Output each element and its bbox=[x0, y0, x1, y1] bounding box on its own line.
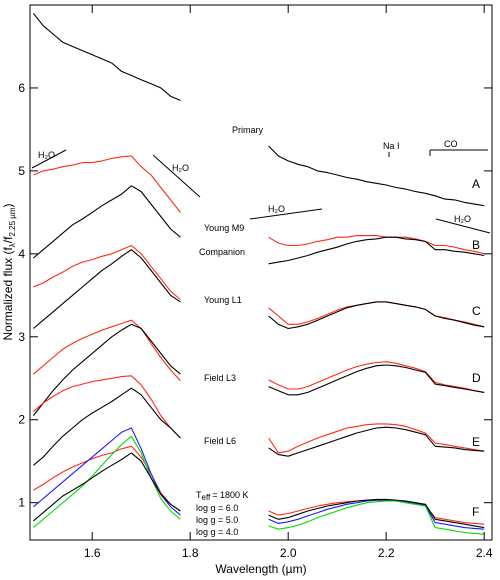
h2o-label: H₂O bbox=[268, 204, 285, 214]
series-label: Primary bbox=[232, 125, 263, 135]
teff-part: = 1800 K bbox=[212, 490, 248, 500]
y-tick-label: 2 bbox=[18, 413, 25, 427]
spectrum-line bbox=[32, 323, 485, 416]
feature-markers bbox=[31, 149, 491, 234]
series-label: Companion bbox=[199, 247, 245, 257]
h2o-label: H₂O bbox=[172, 163, 189, 173]
y-label-part: Normalized flux (f bbox=[1, 247, 15, 341]
panel-label: B bbox=[472, 238, 480, 252]
series-label: Field L3 bbox=[204, 373, 236, 383]
h2o-marker bbox=[249, 208, 323, 220]
spectrum-line bbox=[33, 185, 485, 265]
teff-part: eff bbox=[202, 493, 212, 502]
x-tick-label: 1.8 bbox=[182, 546, 199, 560]
y-label-part: 2.25 µm bbox=[8, 207, 17, 236]
na-label: Na I bbox=[383, 141, 400, 151]
spectrum-line bbox=[33, 244, 485, 328]
teff-label: Teff = 1800 K bbox=[196, 490, 249, 502]
plot-frame bbox=[29, 4, 493, 541]
teff-part: T bbox=[196, 490, 202, 500]
y-tick-label: 6 bbox=[18, 81, 25, 95]
panel-label: C bbox=[472, 304, 481, 318]
spectrum-line bbox=[33, 387, 485, 466]
plot-area bbox=[32, 12, 485, 535]
h2o-marker bbox=[152, 154, 201, 198]
y-tick-label: 3 bbox=[18, 330, 25, 344]
x-axis-label: Wavelength (µm) bbox=[215, 562, 306, 576]
x-tick-label: 2.0 bbox=[280, 546, 297, 560]
spectrum-line bbox=[33, 319, 485, 393]
h2o-label: H₂O bbox=[38, 150, 55, 160]
spectrum-line bbox=[33, 452, 485, 529]
panel-label: E bbox=[472, 435, 480, 449]
x-tick-label: 2.4 bbox=[476, 546, 493, 560]
x-tick-label: 2.2 bbox=[378, 546, 395, 560]
series-label: Young M9 bbox=[204, 223, 244, 233]
panel-label: D bbox=[472, 371, 481, 385]
spectrum-line bbox=[33, 155, 485, 255]
x-tick-label: 1.6 bbox=[84, 546, 101, 560]
y-label-part: ) bbox=[1, 203, 15, 207]
spectrum-line bbox=[33, 375, 485, 454]
panel-label: F bbox=[472, 505, 479, 519]
y-label-part: λ bbox=[8, 243, 17, 247]
h2o-marker bbox=[31, 149, 67, 169]
panel-label: A bbox=[472, 177, 480, 191]
h2o-label: H₂O bbox=[454, 214, 471, 224]
spectrum-line bbox=[33, 435, 485, 535]
spectrum-line bbox=[33, 445, 485, 525]
series-label: log g = 4.0 bbox=[196, 527, 238, 537]
co-label: CO bbox=[444, 139, 458, 149]
y-tick-label: 5 bbox=[18, 164, 25, 178]
y-tick-label: 4 bbox=[18, 247, 25, 261]
series-label: log g = 6.0 bbox=[196, 503, 238, 513]
series-label: Young L1 bbox=[204, 295, 242, 305]
y-axis-label: Normalized flux (fλ/f2.25 µm) bbox=[1, 203, 17, 340]
series-label: Field L6 bbox=[204, 436, 236, 446]
series-label: log g = 5.0 bbox=[196, 515, 238, 525]
spectrum-line bbox=[32, 12, 485, 207]
spectrum-line bbox=[33, 249, 485, 330]
y-tick-label: 1 bbox=[18, 496, 25, 510]
spectrum-line bbox=[33, 427, 485, 530]
h2o-marker bbox=[435, 218, 491, 234]
y-label-part: /f bbox=[1, 236, 15, 243]
